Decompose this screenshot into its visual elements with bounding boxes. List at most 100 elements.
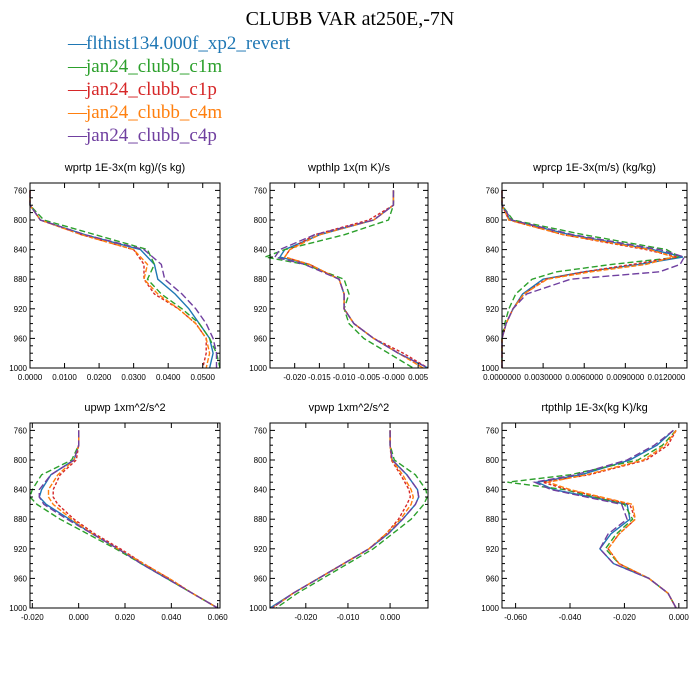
y-tick-label: 960 (486, 574, 500, 583)
y-tick-label: 960 (14, 574, 28, 583)
x-tick-label: -0.005 (357, 373, 380, 382)
x-tick-label: -0.020 (613, 613, 636, 622)
x-tick-label: 0.000 (69, 613, 90, 622)
y-tick-label: 880 (486, 275, 500, 284)
legend-label: jan24_clubb_c4m (86, 102, 223, 123)
x-tick-label: 0.0400 (156, 373, 181, 382)
series-line (271, 430, 415, 609)
x-tick-label: 0.0060000 (565, 373, 603, 382)
legend-label: jan24_clubb_c1p (86, 79, 217, 100)
y-tick-label: 800 (14, 456, 28, 465)
legend-dash: — (68, 79, 87, 100)
page-title: CLUBB VAR at250E,-7N (245, 8, 455, 30)
series-line (273, 190, 429, 369)
series-line (501, 190, 684, 368)
y-tick-label: 960 (254, 574, 268, 583)
y-tick-label: 840 (486, 246, 500, 255)
x-tick-label: 0.0300 (121, 373, 146, 382)
panel-title: wpthlp 1x(m K)/s (307, 162, 390, 174)
x-tick-label: 0.0090000 (606, 373, 644, 382)
series-line (532, 429, 677, 609)
series-line (52, 430, 219, 609)
series-line (501, 190, 678, 368)
y-tick-label: 800 (254, 216, 268, 225)
y-tick-label: 960 (486, 334, 500, 343)
y-tick-label: 920 (254, 305, 268, 314)
series-line (283, 190, 429, 369)
y-tick-label: 840 (254, 486, 268, 495)
series-line (275, 430, 428, 609)
x-tick-label: -0.015 (308, 373, 331, 382)
legend-label: jan24_clubb_c4p (86, 125, 217, 146)
y-tick-label: 920 (14, 305, 28, 314)
x-tick-label: 0.000 (380, 613, 401, 622)
series-line (545, 429, 677, 609)
plot-frame (501, 182, 688, 369)
x-tick-label: -0.020 (21, 613, 44, 622)
legend-label: flthist134.000f_xp2_revert (86, 33, 291, 54)
series-line (271, 430, 420, 609)
y-tick-label: 1000 (249, 364, 267, 373)
series-line (501, 190, 683, 368)
legend: —flthist134.000f_xp2_revert —jan24_clubb… (68, 32, 290, 147)
y-tick-label: 800 (486, 456, 500, 465)
x-tick-label: 0.005 (408, 373, 429, 382)
series-line (501, 190, 686, 368)
series-line (271, 430, 412, 609)
y-tick-label: 1000 (9, 604, 27, 613)
plot-frame (269, 182, 429, 369)
x-tick-label: -0.020 (283, 373, 306, 382)
x-tick-label: 0.000 (669, 613, 690, 622)
x-tick-label: 0.060 (208, 613, 229, 622)
y-tick-label: 880 (254, 515, 268, 524)
series-line (29, 190, 207, 369)
panel-title: wprtp 1E-3x(m kg)/(s kg) (64, 162, 185, 174)
y-tick-label: 840 (254, 246, 268, 255)
x-tick-label: 0.0120000 (648, 373, 686, 382)
panel-title: rtpthlp 1E-3x(kg K)/kg (541, 402, 647, 414)
legend-label: jan24_clubb_c1m (86, 56, 223, 77)
x-tick-label: 0.0200 (87, 373, 112, 382)
y-tick-label: 760 (254, 186, 268, 195)
x-tick-label: -0.020 (294, 613, 317, 622)
legend-dash: — (68, 125, 87, 146)
y-tick-label: 880 (486, 515, 500, 524)
y-tick-label: 840 (14, 486, 28, 495)
legend-dash: — (68, 102, 87, 123)
x-tick-label: 0.0030000 (524, 373, 562, 382)
series-line (29, 190, 211, 369)
x-tick-label: 0.0000000 (483, 373, 521, 382)
series-line (29, 190, 214, 369)
y-tick-label: 1000 (481, 604, 499, 613)
x-tick-label: -0.000 (382, 373, 405, 382)
x-tick-label: -0.060 (504, 613, 527, 622)
y-tick-label: 800 (14, 216, 28, 225)
series-line (269, 430, 420, 609)
series-line (29, 190, 218, 368)
plot-frame (501, 422, 688, 609)
series-line (47, 430, 219, 609)
series-line (542, 430, 677, 609)
y-tick-label: 760 (486, 426, 500, 435)
x-tick-label: -0.010 (333, 373, 356, 382)
plot-frame (29, 422, 221, 609)
y-tick-label: 960 (254, 334, 268, 343)
series-line (38, 430, 219, 609)
panel-title: wprcp 1E-3x(m/s) (kg/kg) (532, 162, 656, 174)
series-line (535, 429, 677, 609)
x-tick-label: -0.010 (337, 613, 360, 622)
y-tick-label: 1000 (249, 604, 267, 613)
series-line (283, 190, 424, 369)
y-tick-label: 880 (14, 275, 28, 284)
legend-item: —jan24_clubb_c4m (68, 101, 290, 124)
y-tick-label: 880 (254, 275, 268, 284)
x-tick-label: 0.0100 (52, 373, 77, 382)
legend-item: —jan24_clubb_c1m (68, 55, 290, 78)
y-tick-label: 920 (14, 545, 28, 554)
y-tick-label: 760 (254, 426, 268, 435)
y-tick-label: 1000 (481, 364, 499, 373)
y-tick-label: 920 (254, 545, 268, 554)
x-tick-label: 0.040 (161, 613, 182, 622)
plot-frame (29, 182, 221, 369)
